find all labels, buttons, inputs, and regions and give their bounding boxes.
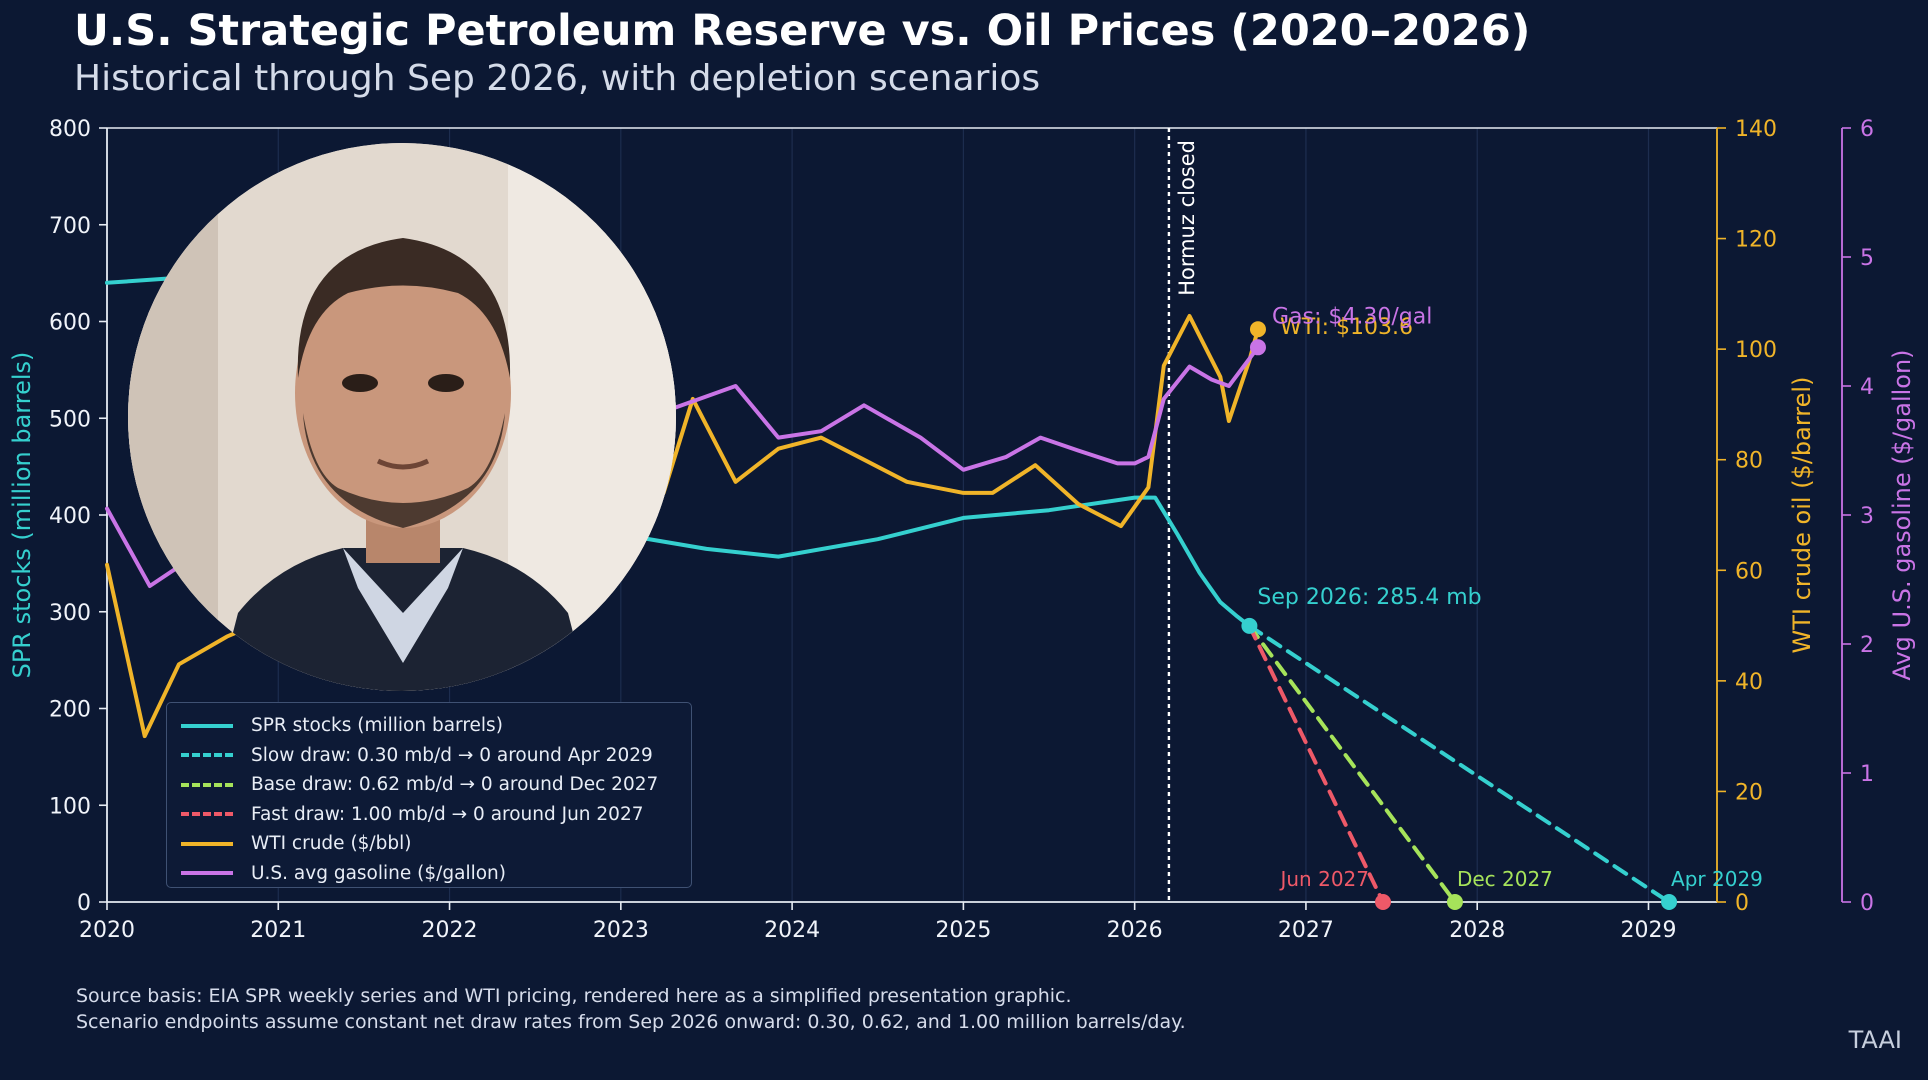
footnote-line-2: Scenario endpoints assume constant net d… <box>76 1011 1186 1033</box>
legend-swatch-gas <box>181 871 233 876</box>
gas-current-label: Gas: $4.30/gal <box>1272 304 1432 329</box>
left-tick-label-800: 800 <box>49 117 91 142</box>
wti-tick-label-40: 40 <box>1735 670 1763 695</box>
gas-tick-label-2: 2 <box>1860 633 1874 658</box>
gas-tick-label-6: 6 <box>1860 117 1874 142</box>
x-tick-label-2021: 2021 <box>250 918 306 943</box>
legend-item-base: Base draw: 0.62 mb/d → 0 around Dec 2027 <box>181 770 677 800</box>
event-label-hormuz: Hormuz closed <box>1175 140 1199 296</box>
wti-current-marker <box>1249 321 1266 338</box>
left-tick-label-700: 700 <box>49 214 91 239</box>
slow-draw-line <box>1247 623 1671 904</box>
gas-axis-label: Avg U.S. gasoline ($/gallon) <box>1888 349 1916 680</box>
gas-tick-label-1: 1 <box>1860 762 1874 787</box>
chart-subtitle: Historical through Sep 2026, with deplet… <box>74 58 1041 99</box>
left-tick-label-0: 0 <box>77 891 91 916</box>
x-tick-label-2026: 2026 <box>1107 918 1163 943</box>
legend-label-wti: WTI crude ($/bbl) <box>251 833 412 855</box>
legend-item-gas: U.S. avg gasoline ($/gallon) <box>181 859 677 889</box>
chart-legend: SPR stocks (million barrels) Slow draw: … <box>166 702 692 888</box>
legend-item-slow: Slow draw: 0.30 mb/d → 0 around Apr 2029 <box>181 741 677 771</box>
fast-draw-line <box>1247 623 1385 904</box>
x-tick-label-2028: 2028 <box>1449 918 1505 943</box>
endpoint-marker-slow <box>1661 894 1678 910</box>
legend-swatch-base <box>181 782 233 787</box>
spr-current-label: Sep 2026: 285.4 mb <box>1257 585 1481 610</box>
left-axis-label: SPR stocks (million barrels) <box>8 352 36 679</box>
wti-tick-label-120: 120 <box>1735 228 1777 253</box>
wti-current-label: WTI: $103.6 <box>1280 315 1413 340</box>
legend-swatch-slow <box>181 753 233 758</box>
gas-tick-label-5: 5 <box>1860 246 1874 271</box>
gas-current-marker <box>1249 339 1266 356</box>
x-tick-label-2024: 2024 <box>764 918 820 943</box>
footnote-line-1: Source basis: EIA SPR weekly series and … <box>76 985 1072 1007</box>
endpoint-label-fast: Jun 2027 <box>1278 867 1369 891</box>
left-tick-label-300: 300 <box>49 601 91 626</box>
base-draw-line <box>1247 623 1457 904</box>
legend-swatch-wti <box>181 841 233 846</box>
legend-label-gas: U.S. avg gasoline ($/gallon) <box>251 862 506 884</box>
x-tick-label-2020: 2020 <box>79 918 135 943</box>
endpoint-marker-base <box>1446 894 1463 910</box>
legend-label-fast: Fast draw: 1.00 mb/d → 0 around Jun 2027 <box>251 803 644 825</box>
portrait-photo <box>128 143 676 691</box>
x-tick-label-2025: 2025 <box>935 918 991 943</box>
endpoint-marker-fast <box>1375 894 1392 910</box>
chart-title: U.S. Strategic Petroleum Reserve vs. Oil… <box>74 6 1531 56</box>
endpoint-label-base: Dec 2027 <box>1457 867 1553 891</box>
legend-item-spr: SPR stocks (million barrels) <box>181 711 677 741</box>
x-tick-label-2023: 2023 <box>593 918 649 943</box>
left-tick-label-500: 500 <box>49 407 91 432</box>
wti-tick-label-140: 140 <box>1735 117 1777 142</box>
x-tick-label-2027: 2027 <box>1278 918 1334 943</box>
wti-tick-label-100: 100 <box>1735 338 1777 363</box>
left-tick-label-100: 100 <box>49 794 91 819</box>
legend-item-fast: Fast draw: 1.00 mb/d → 0 around Jun 2027 <box>181 800 677 830</box>
legend-swatch-fast <box>181 812 233 817</box>
left-tick-label-200: 200 <box>49 698 91 723</box>
gas-tick-label-4: 4 <box>1860 375 1874 400</box>
legend-label-base: Base draw: 0.62 mb/d → 0 around Dec 2027 <box>251 774 659 796</box>
wti-tick-label-0: 0 <box>1735 891 1749 916</box>
gas-tick-label-0: 0 <box>1860 891 1874 916</box>
legend-item-wti: WTI crude ($/bbl) <box>181 829 677 859</box>
gas-tick-label-3: 3 <box>1860 504 1874 529</box>
legend-label-spr: SPR stocks (million barrels) <box>251 715 503 737</box>
wti-tick-label-80: 80 <box>1735 449 1763 474</box>
spr-current-marker <box>1241 617 1258 634</box>
portrait-photo-icon <box>128 143 676 691</box>
wti-tick-label-60: 60 <box>1735 559 1763 584</box>
x-tick-label-2029: 2029 <box>1620 918 1676 943</box>
wti-tick-label-20: 20 <box>1735 780 1763 805</box>
wti-axis-label: WTI crude oil ($/barrel) <box>1788 377 1816 654</box>
left-tick-label-400: 400 <box>49 504 91 529</box>
endpoint-label-slow: Apr 2029 <box>1671 867 1763 891</box>
brand-mark: TAAI <box>1848 1026 1902 1054</box>
left-tick-label-600: 600 <box>49 311 91 336</box>
x-tick-label-2022: 2022 <box>422 918 478 943</box>
legend-swatch-spr <box>181 723 233 728</box>
legend-label-slow: Slow draw: 0.30 mb/d → 0 around Apr 2029 <box>251 744 653 766</box>
